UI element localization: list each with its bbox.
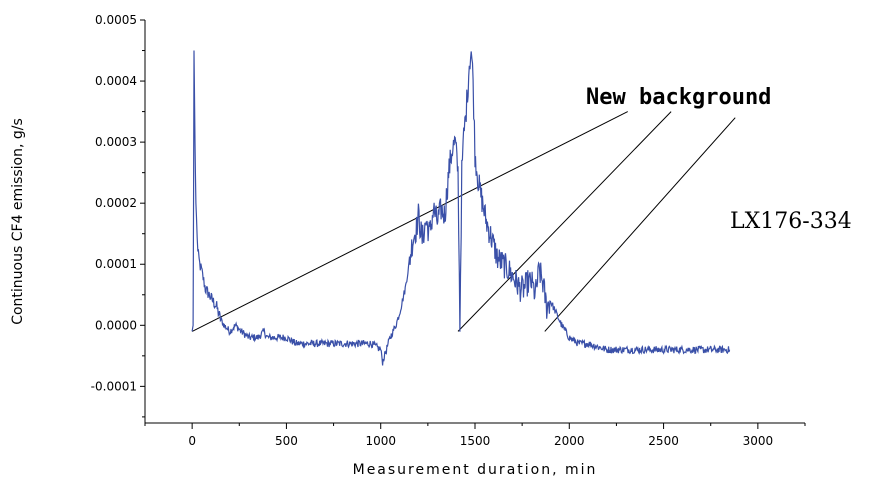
plot-area xyxy=(191,50,736,366)
y-tick-label: 0.0001 xyxy=(95,257,137,271)
x-tick-label: 1000 xyxy=(365,434,396,448)
y-tick-label: 0.0005 xyxy=(95,13,137,27)
y-tick-label: 0.0000 xyxy=(95,318,137,332)
background-line xyxy=(191,111,628,332)
y-tick-label: -0.0001 xyxy=(91,379,137,393)
new-background-annotation: New background xyxy=(586,85,771,110)
y-axis-title: Continuous CF4 emission, g/s xyxy=(10,118,26,325)
x-tick-label: 2500 xyxy=(648,434,679,448)
axes: -0.0001 0.0000 0.0001 0.0002 0.0003 0.0004 0.0… xyxy=(91,13,806,448)
x-axis-title: Measurement duration, min xyxy=(353,462,598,478)
x-tick-label: 500 xyxy=(275,434,298,448)
x-tick-label: 0 xyxy=(188,434,196,448)
sample-id-annotation: LX176-334 xyxy=(730,209,852,234)
y-tick-label: 0.0002 xyxy=(95,196,137,210)
y-tick-label: 0.0003 xyxy=(95,135,137,149)
x-tick-label: 2000 xyxy=(554,434,585,448)
emission-series-line xyxy=(191,50,731,366)
y-tick-label: 0.0004 xyxy=(95,74,137,88)
x-tick-label: 3000 xyxy=(743,434,774,448)
background-line xyxy=(544,117,736,332)
x-tick-label: 1500 xyxy=(460,434,491,448)
background-line xyxy=(457,111,672,332)
